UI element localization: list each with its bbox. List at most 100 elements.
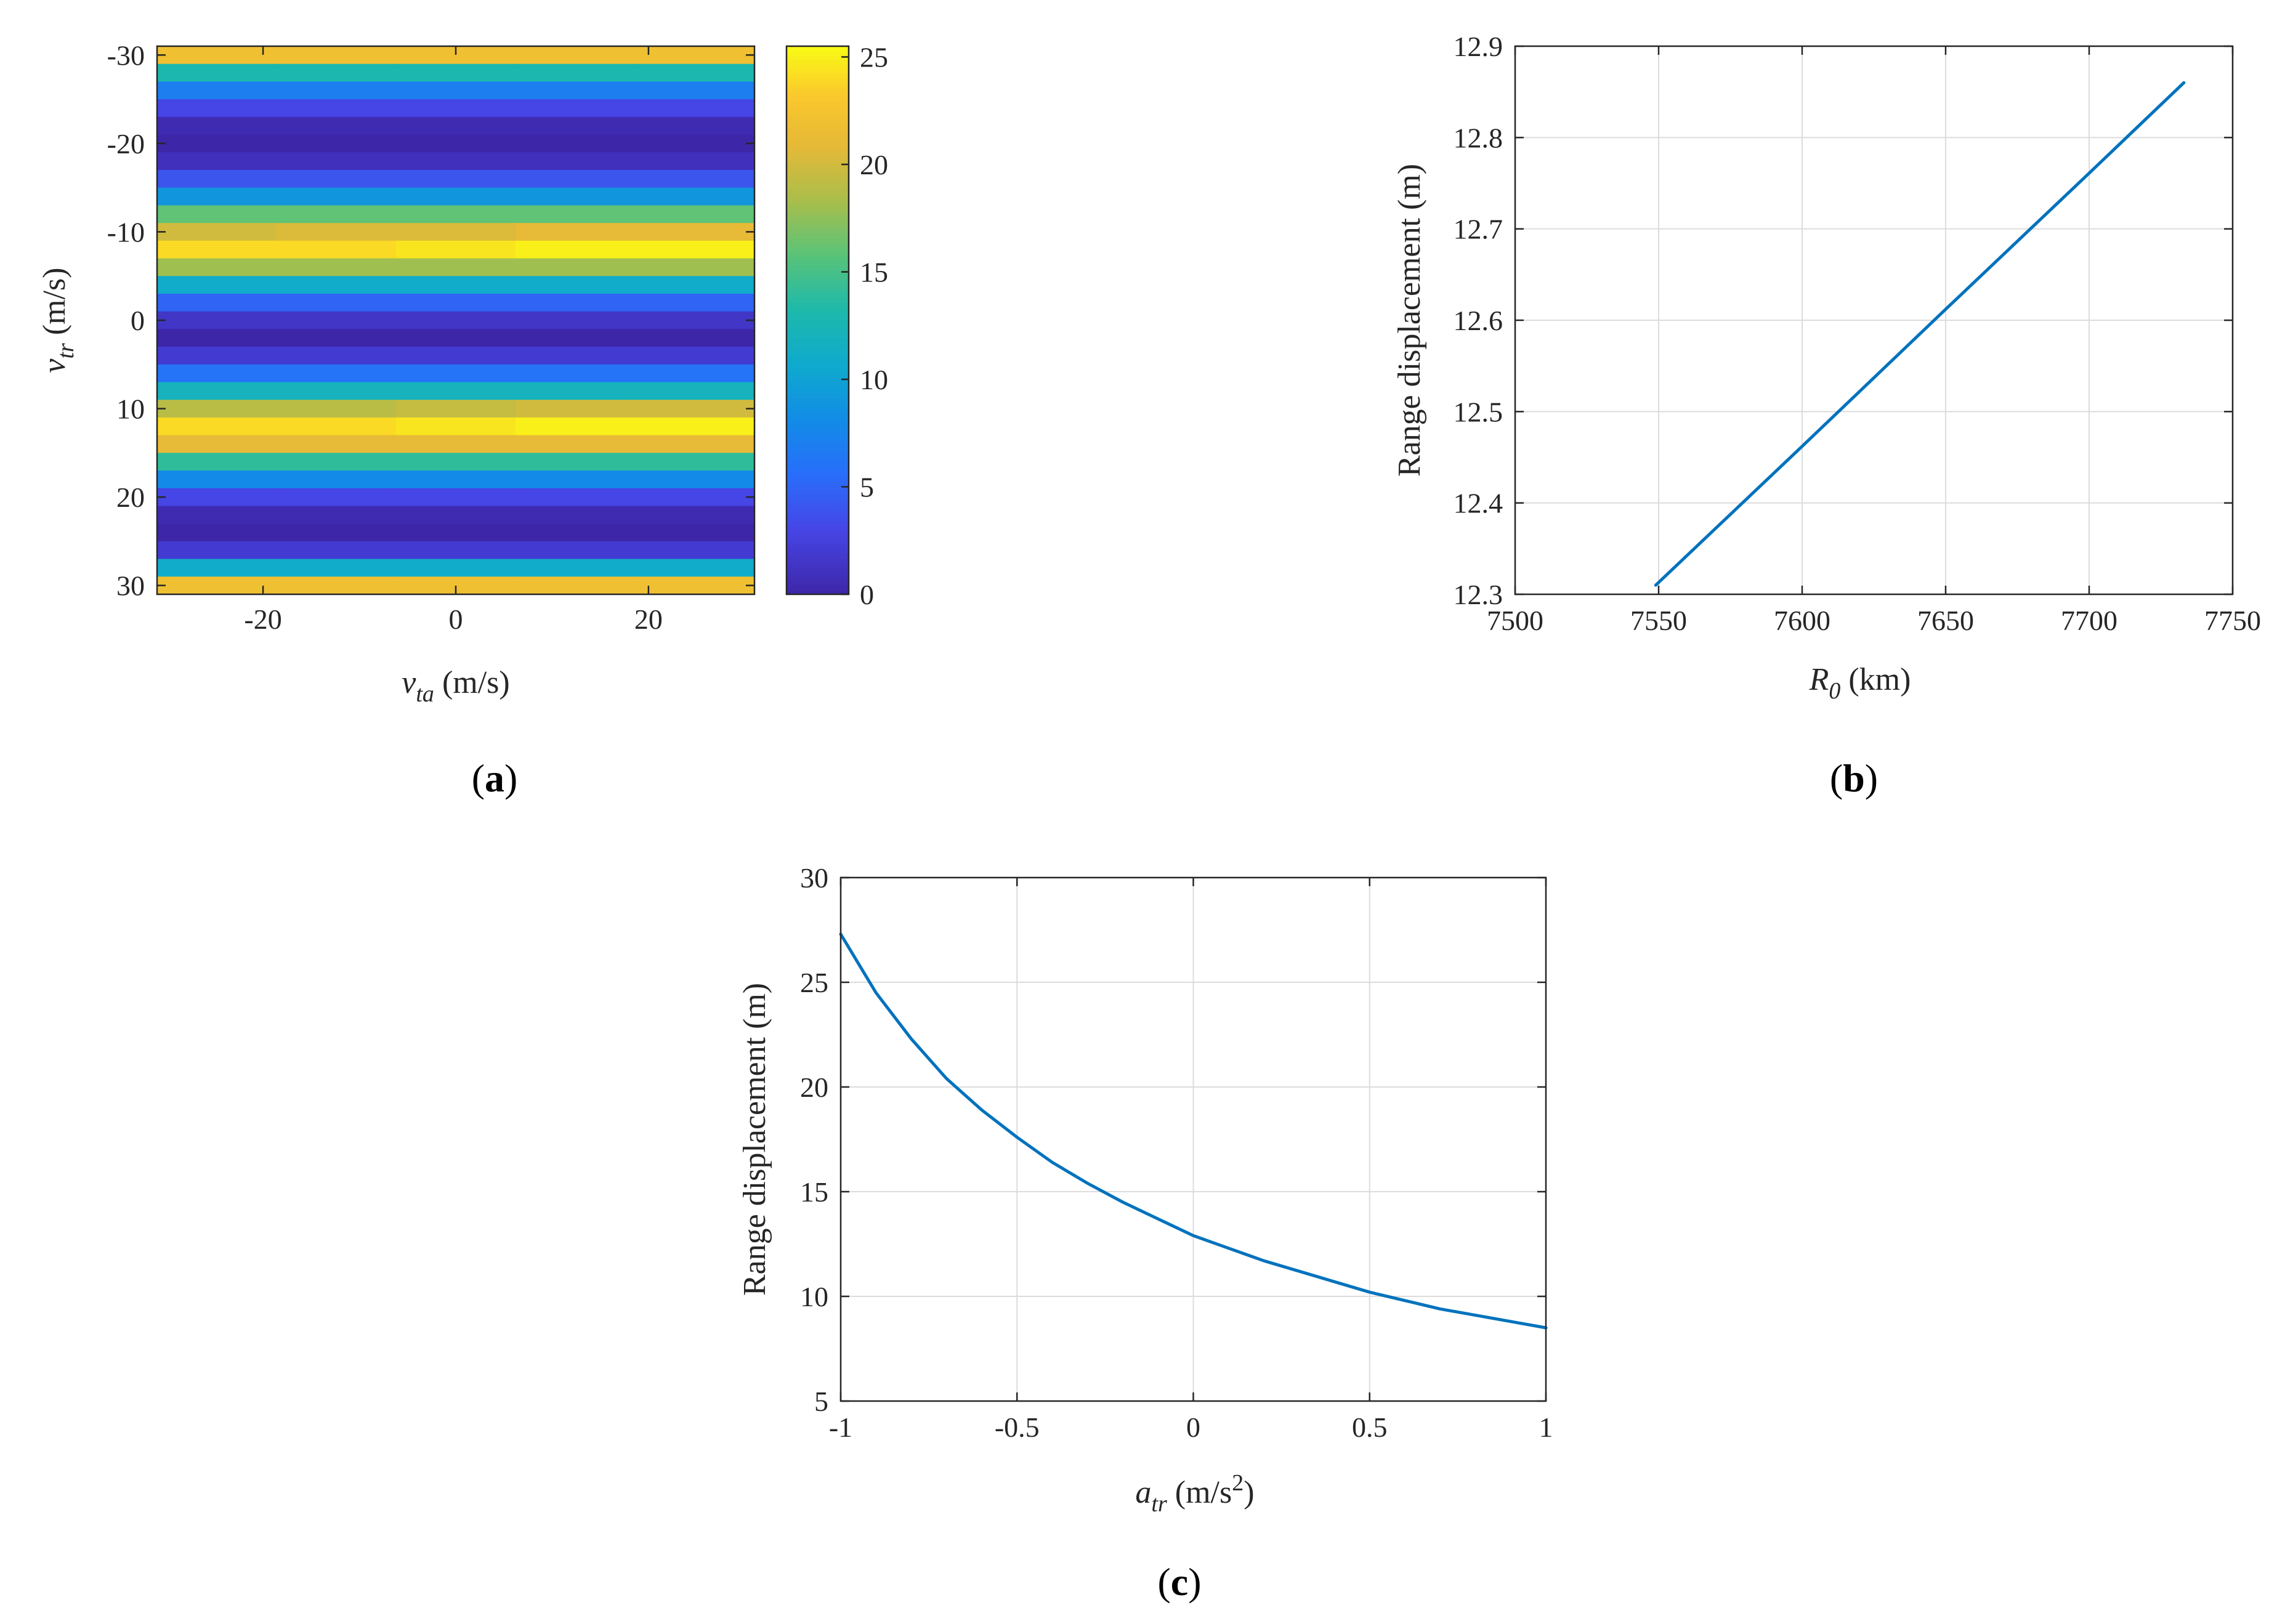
caption-letter: b <box>1843 756 1865 800</box>
x-axis-label: R0 (km) <box>1809 662 1911 704</box>
colorbar-segment <box>787 562 849 568</box>
heatmap-cell <box>635 205 755 224</box>
heatmap-cell <box>635 63 755 83</box>
x-axis-label-unit: (m/s <box>1167 1475 1232 1510</box>
heatmap-cell <box>277 187 397 206</box>
heatmap-cell <box>516 364 636 383</box>
heatmap-cell <box>516 134 636 153</box>
heatmap-cell <box>516 205 636 224</box>
heatmap-cell <box>635 134 755 153</box>
heatmap-cell <box>277 471 397 489</box>
caption-b: (b) <box>1830 756 1878 800</box>
heatmap-cell <box>396 471 516 489</box>
heatmap-cell <box>516 46 636 65</box>
y-tick-label: 12.3 <box>1454 579 1503 610</box>
colorbar-tick-label: 10 <box>860 364 888 395</box>
colorbar-segment <box>787 137 849 143</box>
colorbar-segment <box>787 539 849 545</box>
colorbar-segment <box>787 156 849 161</box>
heatmap-cell <box>516 382 636 400</box>
colorbar-segment <box>787 375 849 381</box>
colorbar-segment <box>787 187 849 193</box>
colorbar-segment <box>787 443 849 449</box>
colorbar-segment <box>787 256 849 262</box>
heatmap-cell <box>516 81 636 100</box>
colorbar-segment <box>787 453 849 458</box>
heatmap-cell <box>516 329 636 347</box>
heatmap-cell <box>157 541 277 560</box>
x-tick-label: -20 <box>244 604 281 635</box>
heatmap-cell <box>157 152 277 171</box>
y-axis-label-subscript: tr <box>53 343 79 359</box>
heatmap-cell <box>157 116 277 135</box>
heatmap-cell <box>516 99 636 118</box>
heatmap-cell <box>635 347 755 365</box>
heatmap-cell <box>277 134 397 153</box>
colorbar-segment <box>787 370 849 376</box>
heatmap-cell <box>396 506 516 524</box>
heatmap-cell <box>157 329 277 347</box>
caption-open: ( <box>1157 1560 1170 1604</box>
heatmap-cell <box>516 152 636 171</box>
colorbar-segment <box>787 201 849 207</box>
heatmap-cell <box>277 506 397 524</box>
colorbar-segment <box>787 151 849 156</box>
colorbar-segment <box>787 261 849 266</box>
heatmap-cell <box>277 400 397 418</box>
x-axis-label-close: ) <box>1244 1475 1254 1510</box>
x-tick-label: -1 <box>829 1412 852 1443</box>
heatmap-cell <box>635 471 755 489</box>
colorbar-segment <box>787 503 849 508</box>
heatmap-cell <box>516 63 636 83</box>
colorbar-segment <box>787 535 849 540</box>
heatmap-cell <box>157 576 277 595</box>
heatmap-cell <box>277 46 397 65</box>
colorbar-segment <box>787 571 849 576</box>
x-tick-label: 7500 <box>1487 605 1543 636</box>
heatmap-cell <box>396 223 516 241</box>
heatmap-cell <box>157 400 277 418</box>
colorbar-segment <box>787 530 849 536</box>
colorbar-segment <box>787 338 849 344</box>
heatmap-cell <box>516 258 636 277</box>
y-axis-label: vtr (m/s) <box>37 267 79 373</box>
heatmap-cell <box>635 400 755 418</box>
y-axis-label: Range displacement (m) <box>737 983 772 1296</box>
y-tick-label: 30 <box>800 862 828 894</box>
heatmap-cell <box>277 329 397 347</box>
y-tick-label: 20 <box>800 1072 828 1103</box>
colorbar-segment <box>787 512 849 517</box>
colorbar-segment <box>787 525 849 531</box>
heatmap-cell <box>516 576 636 595</box>
colorbar-segment <box>787 160 849 166</box>
heatmap-cell <box>396 116 516 135</box>
heatmap-cell <box>396 63 516 83</box>
x-tick-label: -0.5 <box>995 1412 1040 1443</box>
colorbar-segment <box>787 69 849 75</box>
heatmap-cell <box>157 276 277 294</box>
heatmap-cell <box>635 417 755 436</box>
heatmap-cell <box>157 347 277 365</box>
colorbar-segment <box>787 498 849 504</box>
colorbar-segment <box>787 183 849 188</box>
colorbar-segment <box>787 347 849 353</box>
colorbar-segment <box>787 580 849 586</box>
colorbar-segment <box>787 306 849 312</box>
x-tick-label: 7550 <box>1630 605 1687 636</box>
colorbar-tick-label: 15 <box>860 256 888 288</box>
heatmap-cell <box>635 559 755 577</box>
heatmap-cell <box>396 258 516 277</box>
heatmap-cell <box>516 240 636 259</box>
heatmap-cell <box>635 187 755 206</box>
y-tick-label: 10 <box>116 394 145 425</box>
colorbar-segment <box>787 60 849 65</box>
heatmap-cell <box>277 364 397 383</box>
colorbar-segment <box>787 169 849 175</box>
colorbar-segment <box>787 384 849 389</box>
heatmap-cell <box>157 471 277 489</box>
heatmap-cell <box>635 240 755 259</box>
colorbar-segment <box>787 132 849 138</box>
heatmap-cell <box>635 169 755 188</box>
